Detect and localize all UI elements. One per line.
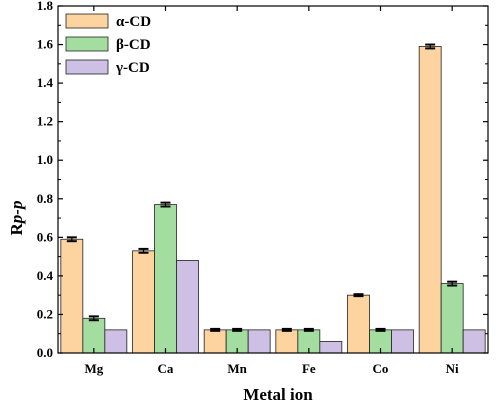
y-tick-label: 1.0 (37, 152, 53, 167)
legend: α-CD β-CD γ-CD (65, 13, 151, 76)
bar (440, 283, 464, 354)
bar (82, 317, 106, 354)
bar (154, 204, 177, 354)
bar (391, 329, 414, 354)
y-tick-label: 1.2 (37, 114, 53, 129)
bar (203, 329, 227, 354)
x-tick-label: Mn (227, 361, 247, 376)
y-tick-label: 0.2 (37, 306, 53, 321)
x-tick-label: Mg (84, 361, 103, 376)
bar (418, 46, 442, 354)
y-axis-title-prefix: R (7, 222, 26, 235)
legend-label: γ-CD (115, 60, 150, 76)
legend-label: β-CD (116, 37, 151, 53)
bar (104, 329, 128, 354)
x-axis-title: Metal ion (243, 385, 313, 404)
y-tick-label: 0.8 (37, 191, 54, 206)
y-tick-label: 1.8 (37, 0, 54, 13)
legend-label: α-CD (116, 14, 151, 30)
bar (347, 294, 370, 354)
bar (176, 260, 199, 354)
legend-swatch (65, 59, 109, 75)
y-axis-title: Rp-p (7, 201, 26, 236)
x-tick-label: Ca (158, 361, 174, 376)
legend-swatch (65, 36, 109, 52)
x-tick-label: Co (373, 361, 389, 376)
y-tick-label: 1.6 (37, 37, 54, 52)
y-axis-title-italic: p-p (7, 201, 26, 226)
bar (319, 341, 343, 354)
bar (275, 329, 299, 354)
bar (60, 238, 84, 354)
y-tick-label: 0.4 (37, 268, 54, 283)
axes-layer: 0.0 0.2 0.4 0.6 0.8 1.0 1.2 1.4 1.6 1.8 Mg Ca Mn Fe Co… (37, 0, 489, 376)
bar (462, 329, 486, 354)
x-tick-label: Ni (446, 361, 459, 376)
bar (132, 250, 155, 354)
x-tick-label: Fe (302, 361, 316, 376)
y-tick-label: 1.4 (37, 75, 54, 90)
bars-layer (60, 43, 486, 354)
bar (247, 329, 271, 354)
y-tick-label: 0.0 (37, 345, 53, 360)
y-tick-label: 0.6 (37, 229, 54, 244)
legend-swatch (65, 13, 109, 29)
